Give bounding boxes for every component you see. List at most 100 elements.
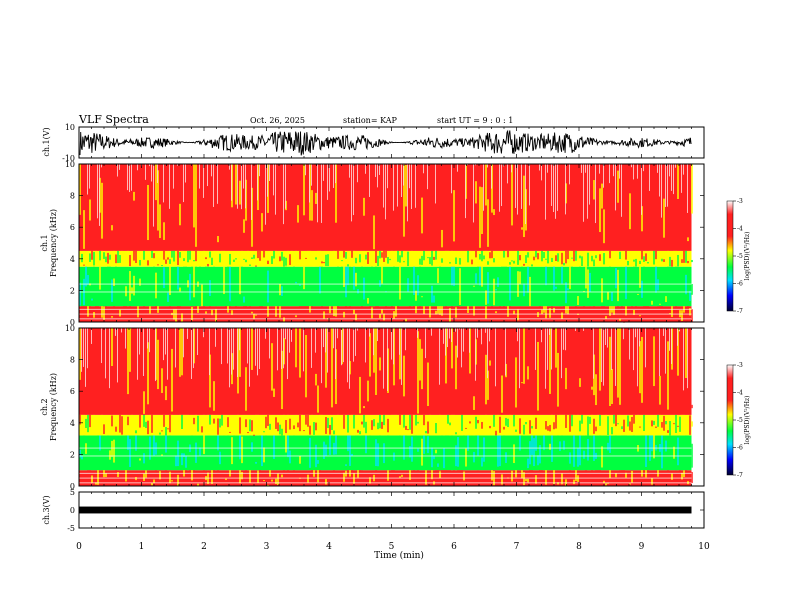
spectrogram-cell [501, 266, 503, 291]
spectrogram-cell [127, 328, 129, 395]
spectrogram-cell [107, 356, 109, 381]
spectrogram-cell [415, 414, 417, 426]
spectrogram-cell [223, 426, 225, 436]
spectrogram-cell [333, 470, 335, 480]
spectrogram-cell [293, 309, 295, 317]
spectrogram-cell [661, 306, 663, 320]
spectrogram-cell [455, 293, 457, 300]
spectrogram-cell [303, 456, 305, 465]
spectrogram-cell [225, 478, 227, 481]
spectrogram-cell [83, 328, 84, 367]
spectrogram-cell [153, 312, 155, 319]
spectrogram-cell [255, 314, 257, 316]
spectrogram-cell [657, 306, 659, 318]
spectrogram-cell [669, 313, 671, 315]
spectrogram-cell [127, 250, 129, 260]
spectrogram-cell [355, 272, 357, 287]
spectrogram-cell [273, 482, 275, 486]
spectrogram-cell [561, 312, 563, 319]
spectrogram-cell [321, 306, 323, 319]
spectrogram-cell [533, 478, 535, 485]
spectrogram-cell [181, 313, 183, 322]
x-tick-label: 6 [451, 542, 457, 552]
spectrogram-cell [203, 196, 205, 250]
spectrogram-cell [355, 482, 357, 486]
spectrogram-cell [415, 290, 417, 301]
spectrogram-cell [491, 250, 493, 259]
spectrogram-cell [599, 164, 600, 174]
spectrogram-cell [359, 308, 361, 319]
spectrogram-cell [545, 258, 547, 260]
spectrogram-cell [233, 435, 235, 455]
spectrogram-cell [165, 328, 166, 355]
spectrogram-cell [473, 306, 475, 316]
spectrogram-cell [463, 471, 465, 481]
spectrogram-cell [683, 414, 685, 425]
spectrogram-cell [167, 328, 168, 380]
ch3-waveform-line [79, 506, 692, 514]
spectrogram-cell [653, 336, 655, 387]
spectrogram-cell [263, 480, 265, 482]
spectrogram-cell [185, 387, 187, 407]
spectrogram-cell [531, 164, 533, 202]
spectrogram-cell [691, 309, 693, 322]
spectrogram-cell [91, 194, 93, 248]
spectrogram-cell [501, 316, 503, 320]
spectrogram-cell [547, 426, 549, 431]
spectrogram-cell [79, 414, 81, 425]
spectrogram-cell [247, 328, 248, 364]
spectrogram-cell [155, 470, 157, 484]
spectrogram-cell [423, 472, 425, 486]
spectrogram-cell [597, 414, 599, 432]
spectrogram-cell [627, 261, 629, 266]
spectrogram-cell [197, 250, 199, 261]
spectrogram-cell [661, 164, 662, 218]
spectrogram-cell [617, 423, 619, 425]
spectrogram-cell [183, 414, 185, 428]
spectrogram-cell [681, 310, 683, 321]
spectrogram-cell [103, 164, 105, 204]
spectrogram-cell [179, 287, 181, 292]
spectrogram-cell [421, 348, 423, 390]
spectrogram-cell [283, 256, 285, 267]
spectrogram-cell [87, 470, 89, 482]
spectrogram-cell [507, 164, 508, 184]
spectrogram-cell [677, 266, 679, 289]
spectrogram-cell [335, 419, 337, 433]
spectrogram-cell [367, 446, 369, 461]
spectrogram-cell [435, 164, 436, 204]
spectrogram-cell [539, 253, 541, 258]
spectrogram-cell [531, 435, 533, 455]
spectrogram-cell [267, 270, 269, 303]
spectrogram-cell [121, 435, 123, 454]
spectrogram-cell [255, 266, 257, 293]
spectrogram-cell [79, 449, 81, 458]
spectrogram-cell [549, 479, 551, 481]
spectrogram-cell [595, 374, 597, 406]
spectrogram-cell [591, 386, 593, 390]
spectrogram-cell [343, 250, 345, 258]
spectrogram-cell [85, 260, 87, 264]
spectrogram-cell [139, 458, 141, 461]
spectrogram-cell [79, 472, 81, 478]
spectrogram-cell [167, 257, 169, 260]
spectrogram-cell [643, 256, 645, 262]
spectrogram-cell [131, 164, 132, 191]
spectrogram-cell [319, 266, 321, 294]
spectrogram-cell [249, 297, 251, 303]
spectrogram-cell [517, 250, 519, 265]
spectrogram-cell [523, 424, 525, 435]
spectrogram-cell [351, 315, 353, 317]
spectrogram-cell [551, 192, 553, 240]
spectrogram-cell [227, 266, 229, 287]
spectrogram-cell [113, 193, 115, 207]
spectrogram-cell [243, 258, 245, 260]
spectrogram-cell [157, 477, 159, 485]
spectrogram-cell [419, 339, 421, 381]
spectrogram-cell [359, 437, 361, 451]
spectrogram-cell [333, 306, 335, 317]
spectrogram-cell [477, 328, 478, 338]
spectrogram-cell [633, 198, 635, 230]
spectrogram-cell [347, 244, 349, 247]
spectrogram-cell [129, 328, 131, 372]
